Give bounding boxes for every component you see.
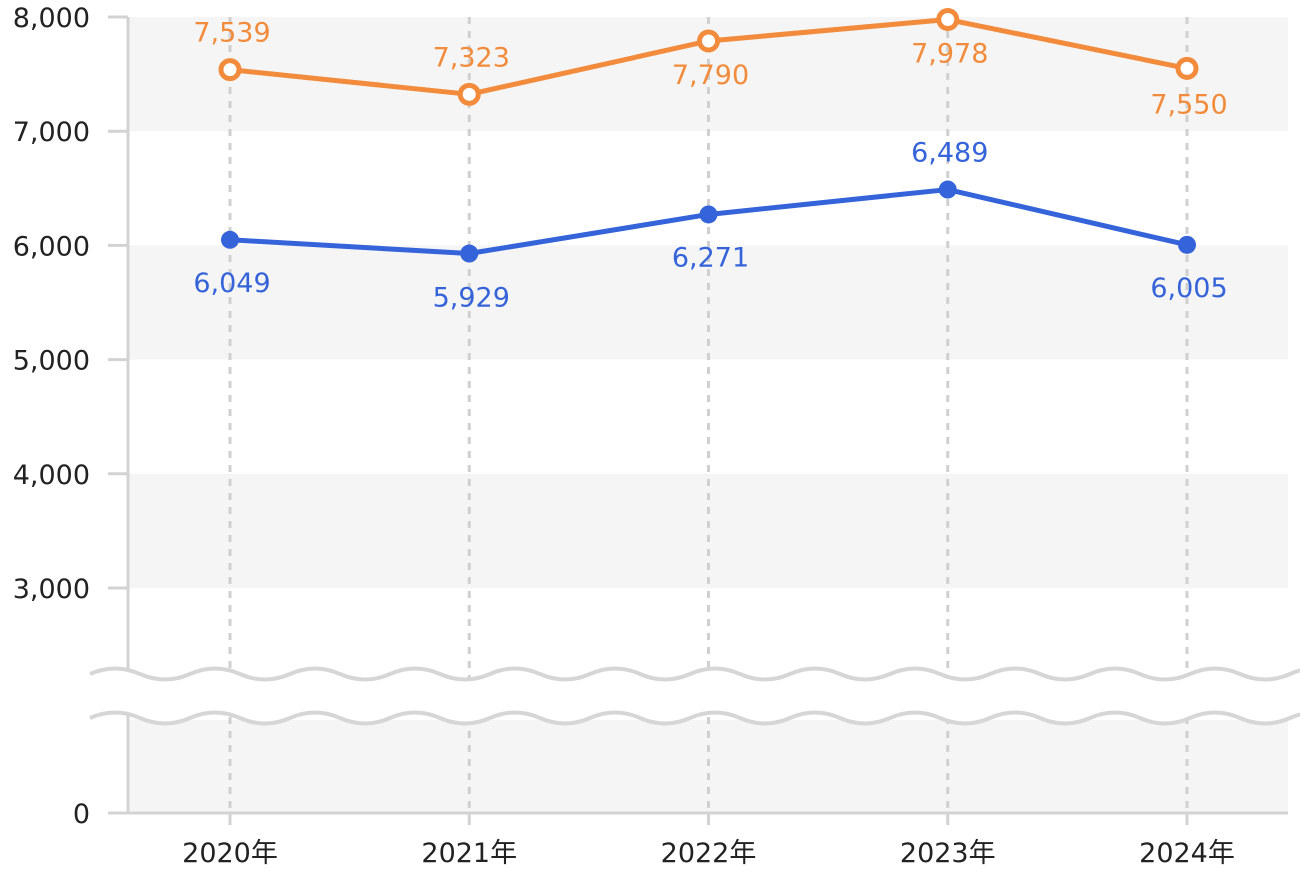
- data-point: [1175, 56, 1199, 80]
- y-tick-label: 5,000: [13, 346, 90, 377]
- axis-break-wave-top: [89, 666, 1300, 682]
- data-label: 7,539: [193, 18, 270, 49]
- data-label: 7,978: [911, 39, 988, 70]
- data-point: [938, 180, 957, 199]
- x-tick-label: 2023年: [900, 838, 996, 869]
- y-tick-labels: 8,000 7,000 6,000 5,000 4,000 3,000 0: [13, 3, 90, 830]
- series-2: 6,049 5,929 6,271 6,489 6,005: [193, 138, 1227, 314]
- y-tick-label: 3,000: [13, 574, 90, 605]
- data-point: [1178, 235, 1196, 254]
- data-label: 5,929: [433, 283, 510, 314]
- data-label: 7,790: [672, 60, 749, 91]
- data-point: [699, 205, 718, 224]
- y-tick-label: 4,000: [13, 460, 90, 491]
- data-label: 6,489: [911, 138, 988, 169]
- data-point: [936, 8, 960, 32]
- x-tick-label: 2024年: [1139, 838, 1235, 869]
- x-tick-label: 2020年: [182, 838, 278, 869]
- data-point: [697, 29, 720, 53]
- y-tick-label: 6,000: [13, 231, 90, 262]
- axis-break-wave-bottom: [89, 710, 1300, 726]
- data-label: 7,323: [433, 42, 510, 73]
- data-label: 6,271: [672, 242, 749, 273]
- grid-band: [128, 473, 1288, 588]
- data-label: 6,005: [1150, 273, 1227, 304]
- data-point: [457, 82, 481, 106]
- data-label: 6,049: [193, 268, 270, 299]
- x-tick-labels: 2020年 2021年 2022年 2023年 2024年: [182, 838, 1235, 869]
- series-1: 7,539 7,323 7,790 7,978 7,550: [193, 8, 1228, 120]
- axis-break: [89, 666, 1300, 726]
- series-group: 7,539 7,323 7,790 7,978 7,550 6,049 5,929 6,271…: [193, 8, 1228, 314]
- x-tick-label: 2021年: [421, 838, 517, 869]
- y-tick-label: 0: [73, 799, 90, 830]
- data-point: [221, 230, 239, 249]
- x-tick-label: 2022年: [661, 838, 757, 869]
- data-label: 7,550: [1150, 89, 1227, 120]
- data-point: [460, 244, 479, 263]
- y-tick-label: 8,000: [13, 3, 90, 34]
- y-tick-label: 7,000: [13, 117, 90, 148]
- axis-break-fill: [90, 668, 1300, 724]
- data-point: [218, 58, 242, 82]
